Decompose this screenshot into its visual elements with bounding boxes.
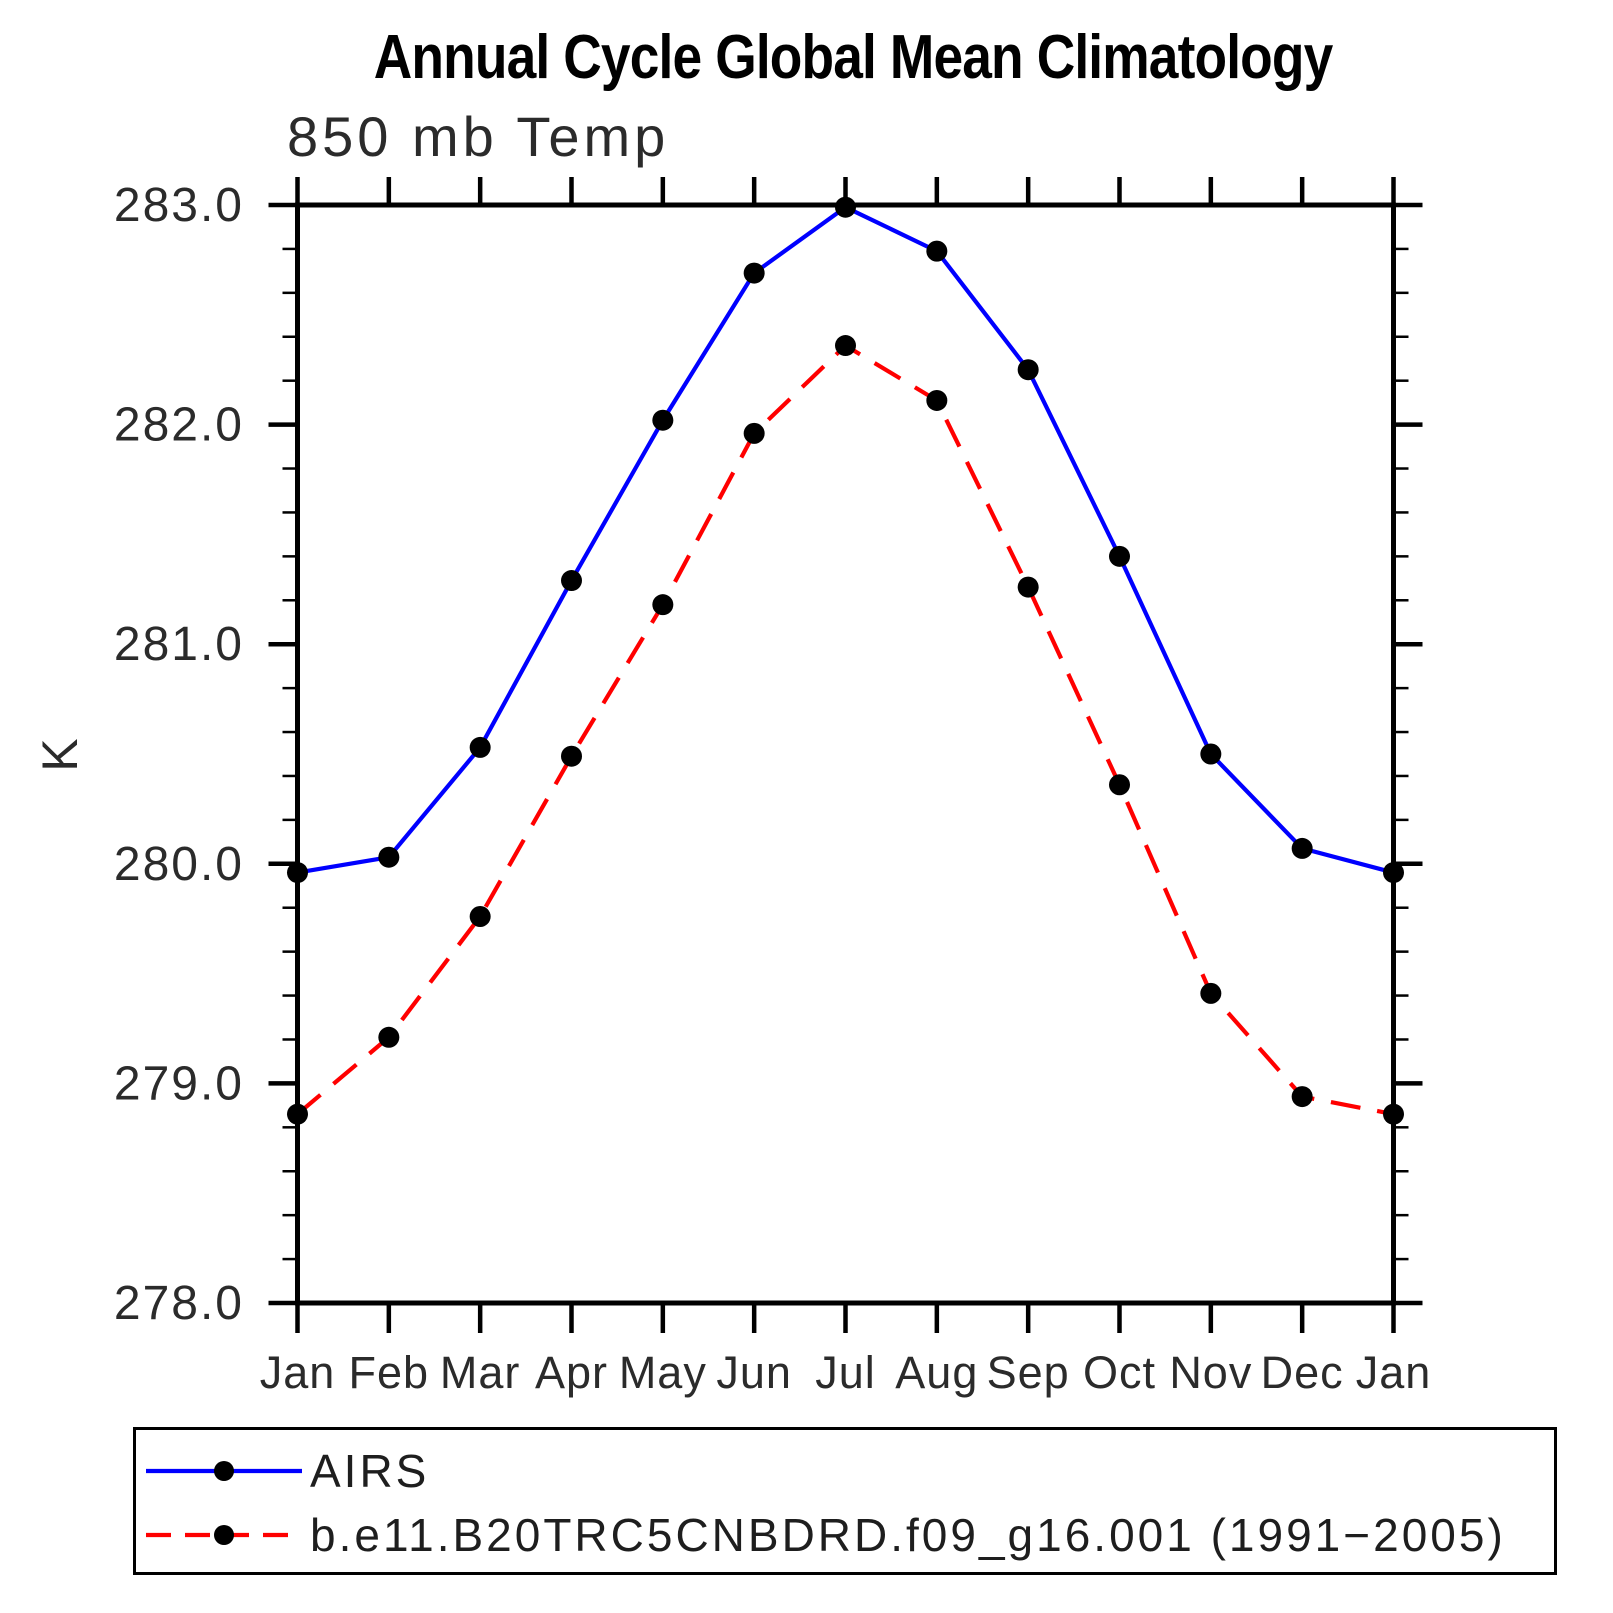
x-tick-label: Mar: [440, 1347, 521, 1398]
data-point-marker: [926, 240, 948, 262]
data-point-marker: [1017, 576, 1039, 598]
data-point-marker: [469, 736, 491, 758]
x-tick-label: May: [619, 1347, 707, 1398]
data-point-marker: [743, 262, 765, 284]
data-point-marker: [561, 745, 582, 767]
x-tick-label: Oct: [1083, 1347, 1156, 1398]
legend-line-sample-airs: [146, 1461, 302, 1481]
data-point-marker: [469, 906, 491, 928]
data-point-marker: [1291, 837, 1313, 859]
data-point-marker: [1109, 774, 1130, 796]
chart-title: Annual Cycle Global Mean Climatology: [373, 23, 1333, 92]
legend-line-sample-model: [146, 1525, 302, 1545]
y-tick-label: 279.0: [114, 1057, 244, 1110]
data-point-marker: [1109, 545, 1130, 567]
legend-label-model: b.e11.B20TRC5CNBDRD.f09_g16.001 (1991−20…: [310, 1509, 1506, 1561]
data-point-marker: [1200, 743, 1222, 765]
x-tick-label: Jul: [815, 1347, 876, 1398]
data-point-marker: [1291, 1086, 1313, 1108]
series-line-airs: [297, 204, 1395, 875]
legend-sample-marker: [214, 1461, 234, 1481]
x-tick-label: Jun: [716, 1347, 792, 1398]
legend-item-airs: AIRS: [142, 1439, 1554, 1503]
data-point-marker: [1383, 862, 1404, 884]
data-point-marker: [1200, 982, 1222, 1004]
data-point-marker: [561, 570, 582, 592]
data-point-marker: [378, 1026, 400, 1048]
data-point-marker: [652, 594, 674, 616]
data-point-marker: [835, 335, 856, 357]
chart-subtitle: 850 mb Temp: [287, 105, 670, 168]
data-point-marker: [835, 196, 856, 218]
x-tick-label: Jan: [260, 1347, 336, 1398]
data-point-marker: [743, 422, 765, 444]
y-axis-label: K: [32, 738, 88, 772]
data-point-marker: [287, 1103, 308, 1125]
legend: AIRS b.e11.B20TRC5CNBDRD.f09_g16.001 (19…: [133, 1427, 1557, 1575]
data-point-marker: [1017, 359, 1039, 381]
x-tick-label: Jan: [1356, 1347, 1432, 1398]
x-tick-label: Dec: [1261, 1347, 1344, 1398]
data-point-marker: [1383, 1103, 1404, 1125]
x-tick-label: Feb: [349, 1347, 430, 1398]
x-tick-label: Apr: [535, 1347, 608, 1398]
series-line-model: [296, 342, 1394, 1117]
data-point-marker: [378, 846, 400, 868]
data-point-marker: [652, 409, 674, 431]
y-tick-label: 278.0: [114, 1277, 244, 1330]
data-point-marker: [287, 862, 308, 884]
legend-sample-marker: [214, 1525, 234, 1545]
data-point-marker: [926, 389, 948, 411]
legend-item-model: b.e11.B20TRC5CNBDRD.f09_g16.001 (1991−20…: [142, 1503, 1554, 1567]
y-tick-label: 283.0: [114, 179, 244, 232]
x-tick-label: Nov: [1169, 1347, 1252, 1398]
y-tick-label: 280.0: [114, 838, 244, 891]
x-tick-label: Sep: [987, 1347, 1070, 1398]
y-tick-label: 282.0: [114, 399, 244, 452]
x-tick-label: Aug: [895, 1347, 978, 1398]
legend-label-airs: AIRS: [310, 1445, 430, 1497]
y-tick-label: 281.0: [114, 618, 244, 671]
